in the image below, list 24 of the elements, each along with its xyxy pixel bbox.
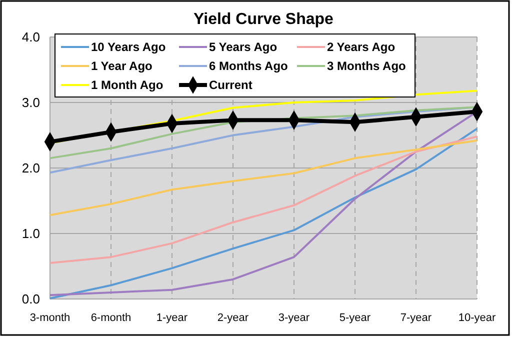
x-tick-label: 1-year — [156, 312, 188, 324]
y-tick-label: 0.0 — [22, 292, 40, 307]
legend-label: 6 Months Ago — [209, 59, 288, 74]
x-tick-label: 10-year — [458, 312, 496, 324]
x-tick-label: 3-month — [30, 312, 70, 324]
y-tick-label: 3.0 — [22, 95, 40, 110]
legend-label: 10 Years Ago — [91, 40, 166, 54]
x-tick-label: 6-month — [90, 312, 132, 324]
x-tick-label: 7-year — [400, 312, 432, 324]
y-tick-label: 4.0 — [22, 30, 40, 45]
legend-label: 1 Month Ago — [91, 78, 164, 92]
line-series — [49, 136, 478, 264]
chart-title: Yield Curve Shape — [194, 11, 334, 28]
x-tick-label: 5-year — [339, 312, 371, 324]
x-tick-label: 2-year — [217, 312, 249, 324]
legend-label: 3 Months Ago — [327, 59, 406, 74]
line-series — [49, 139, 478, 216]
legend-label: 5 Years Ago — [209, 40, 278, 54]
legend-label: Current — [209, 78, 252, 92]
legend-label: 2 Years Ago — [327, 40, 396, 54]
legend-label: 1 Year Ago — [91, 59, 152, 74]
y-tick-label: 1.0 — [22, 226, 40, 242]
x-tick-label: 3-year — [278, 312, 310, 324]
y-tick-label: 2.0 — [22, 160, 40, 176]
